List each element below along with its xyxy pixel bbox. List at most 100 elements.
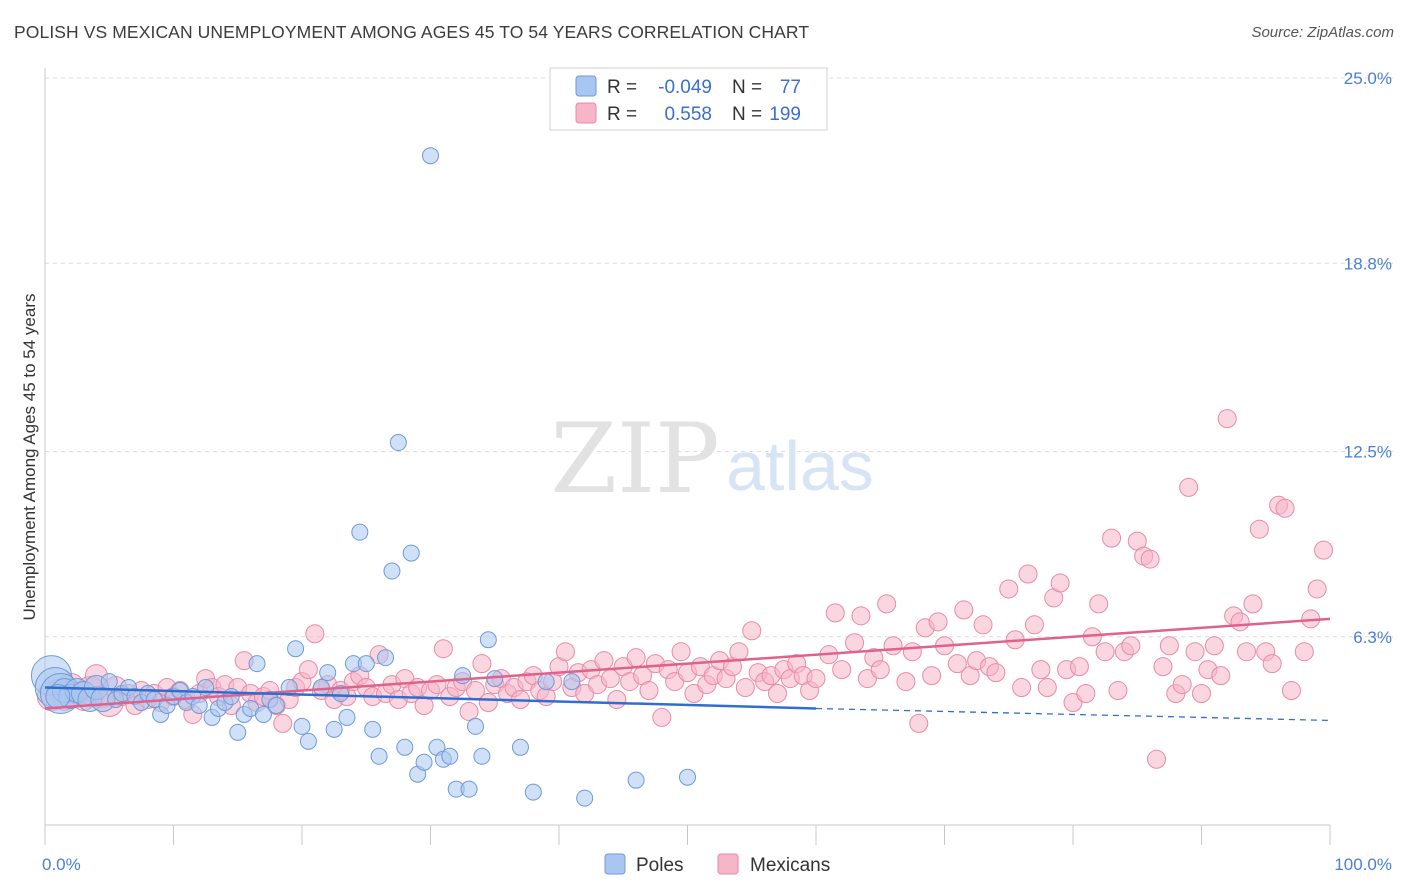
- y-tick-label: 12.5%: [1344, 443, 1392, 462]
- poles-point: [422, 147, 439, 165]
- mexicans-point: [652, 707, 672, 727]
- legend-mexicans-n-value: 199: [769, 104, 801, 125]
- mexicans-point: [986, 663, 1006, 683]
- poles-point: [267, 696, 285, 714]
- mexicans-point: [1159, 636, 1179, 656]
- mexicans-point: [1275, 498, 1295, 518]
- poles-point: [377, 649, 395, 667]
- poles-point: [299, 732, 317, 750]
- mexicans-point: [671, 642, 691, 662]
- bottom-legend-mexicans-label: Mexicans: [750, 855, 830, 876]
- mexicans-point: [851, 606, 871, 626]
- mexicans-point: [1204, 636, 1224, 656]
- mexicans-point: [1069, 657, 1089, 677]
- mexicans-point: [1230, 612, 1250, 632]
- mexicans-point: [1211, 666, 1231, 686]
- grid-lines: [45, 77, 1395, 638]
- legend-poles-n-value: 77: [780, 77, 801, 98]
- mexicans-point: [555, 642, 575, 662]
- poles-point: [627, 771, 645, 789]
- mexicans-point: [767, 684, 787, 704]
- mexicans-point: [1089, 594, 1109, 614]
- y-tick-label: 18.8%: [1344, 254, 1392, 273]
- bottom-legend: Poles Mexicans: [604, 853, 830, 876]
- x-tick-label: 100.0%: [1334, 855, 1392, 874]
- mexicans-point: [735, 678, 755, 698]
- mexicans-point: [1236, 642, 1256, 662]
- legend-mexicans-r-label: R =: [607, 104, 637, 125]
- mexicans-point: [729, 642, 749, 662]
- mexicans-point: [1217, 409, 1237, 429]
- poles-point: [396, 738, 414, 756]
- mexicans-point: [1243, 594, 1263, 614]
- mexicans-point: [928, 612, 948, 632]
- mexicans-point: [1147, 749, 1167, 769]
- watermark-zip: ZIP: [550, 403, 719, 515]
- mexicans-point: [305, 624, 325, 644]
- mexicans-point: [1314, 540, 1334, 560]
- mexicans-point: [806, 669, 826, 689]
- legend-poles-n-label: N =: [732, 77, 762, 98]
- poles-points: [30, 147, 696, 807]
- axes: [44, 68, 1331, 845]
- poles-point: [576, 789, 594, 807]
- mexicans-point: [954, 600, 974, 620]
- chart-title: POLISH VS MEXICAN UNEMPLOYMENT AMONG AGE…: [14, 22, 810, 42]
- poles-point: [460, 780, 478, 798]
- mexicans-point: [1307, 579, 1327, 599]
- poles-point: [370, 747, 388, 765]
- poles-point: [511, 738, 529, 756]
- poles-point: [454, 667, 472, 685]
- poles-point: [389, 434, 407, 452]
- mexicans-point: [1262, 654, 1282, 674]
- mexicans-point: [947, 654, 967, 674]
- mexicans-point: [1192, 684, 1211, 704]
- poles-trend-line: [44, 686, 817, 710]
- poles-point: [364, 720, 382, 738]
- mexicans-point: [909, 713, 929, 733]
- poles-point: [473, 747, 491, 765]
- legend-poles-swatch: [575, 75, 597, 97]
- poles-point: [402, 544, 420, 562]
- watermark: ZIP atlas: [550, 403, 874, 515]
- poles-point: [415, 753, 433, 771]
- poles-point: [524, 783, 542, 801]
- y-tick-labels: 6.3% 12.5% 18.8% 25.0%: [1344, 69, 1392, 647]
- poles-point: [254, 705, 272, 723]
- poles-point: [466, 717, 484, 735]
- poles-point: [293, 717, 311, 735]
- mexicans-point: [1140, 549, 1160, 569]
- mexicans-point: [973, 615, 993, 635]
- mexicans-point: [922, 666, 942, 686]
- mexicans-point: [1179, 477, 1199, 497]
- y-tick-label: 25.0%: [1344, 69, 1392, 88]
- poles-point: [248, 655, 266, 673]
- poles-point: [287, 640, 305, 658]
- poles-point: [441, 747, 459, 765]
- poles-point: [563, 673, 581, 691]
- poles-point: [479, 631, 497, 649]
- x-tick-label: 0.0%: [42, 855, 81, 874]
- watermark-atlas: atlas: [726, 427, 874, 505]
- mexicans-point: [607, 690, 627, 710]
- mexicans-point: [459, 701, 479, 721]
- mexicans-point: [1249, 519, 1269, 539]
- mexicans-point: [472, 654, 492, 674]
- mexicans-point: [877, 594, 897, 614]
- mexicans-point: [1102, 528, 1122, 548]
- bottom-legend-mexicans-swatch: [717, 853, 739, 875]
- mexicans-point: [883, 636, 903, 656]
- poles-point: [537, 673, 555, 691]
- mexicans-point: [1121, 636, 1141, 656]
- source-label: Source: ZipAtlas.com: [1251, 24, 1394, 41]
- mexicans-point: [999, 579, 1019, 599]
- mexicans-point: [1050, 573, 1070, 593]
- mexicans-point: [742, 621, 762, 641]
- poles-point: [100, 673, 118, 691]
- legend-box: R = -0.049 N = 77 R = 0.558 N = 199: [549, 67, 828, 131]
- mexicans-point: [1018, 564, 1038, 584]
- mexicans-point: [1281, 681, 1301, 701]
- legend-mexicans-swatch: [575, 102, 597, 124]
- mexicans-point: [1294, 642, 1314, 662]
